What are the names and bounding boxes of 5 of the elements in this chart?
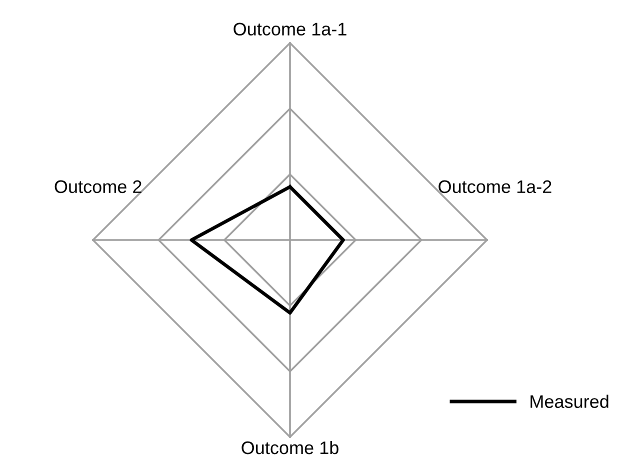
spoke-label: Outcome 2 <box>54 180 142 194</box>
legend-label: Measured <box>530 394 608 408</box>
spoke-label: Outcome 1b <box>242 440 338 454</box>
spoke-label: Outcome 1a-2 <box>438 180 552 194</box>
spoke-label: Outcome 1a-1 <box>234 22 346 36</box>
